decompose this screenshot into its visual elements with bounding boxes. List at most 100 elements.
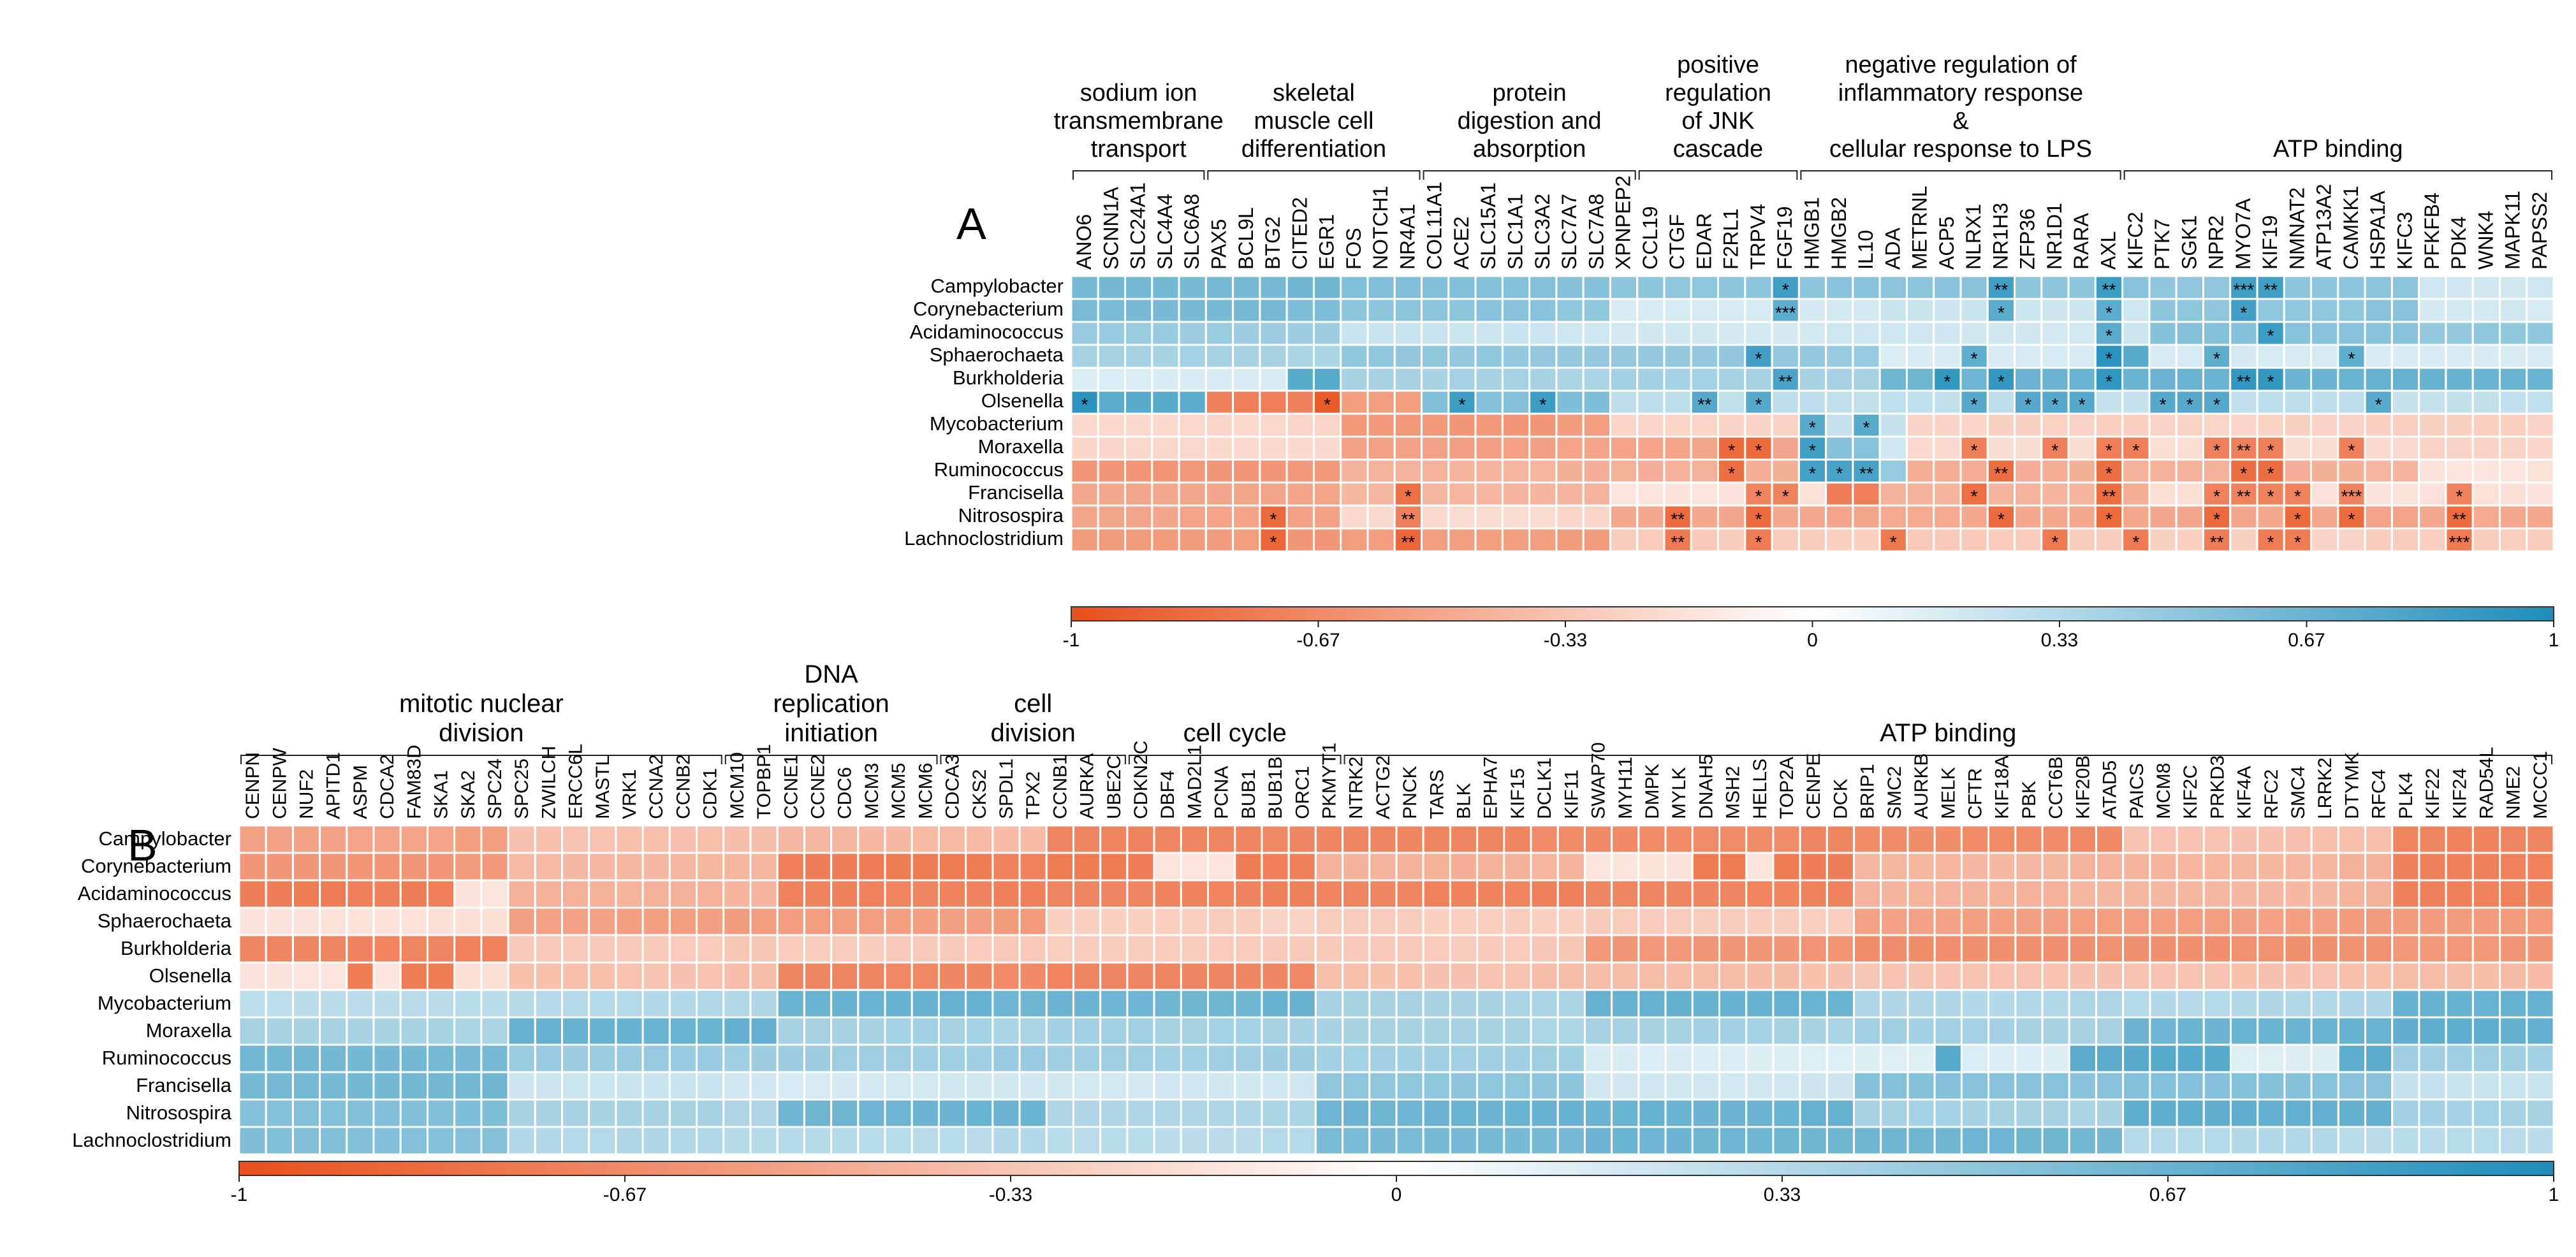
heatmap-cell xyxy=(1905,389,1935,415)
heatmap-cell xyxy=(480,989,509,1019)
heatmap-cell xyxy=(749,852,779,882)
heatmap-cell xyxy=(2256,481,2285,507)
significance-mark: * xyxy=(1324,395,1331,414)
group-label: division xyxy=(990,719,1075,747)
heatmap-cell xyxy=(1449,1016,1479,1046)
heatmap-cell xyxy=(1018,824,1048,854)
heatmap-cell xyxy=(2471,458,2501,484)
heatmap-cell xyxy=(937,906,967,936)
heatmap-cell xyxy=(1609,458,1639,484)
heatmap-cell xyxy=(2121,344,2151,369)
heatmap-cell xyxy=(1691,934,1721,964)
heatmap-cell xyxy=(2499,906,2528,936)
column-label: BRIP1 xyxy=(1857,764,1878,819)
column-label: AURKB xyxy=(1911,753,1932,819)
column-label: FGF19 xyxy=(1773,206,1796,270)
heatmap-cell xyxy=(1178,321,1207,346)
heatmap-cell xyxy=(2471,504,2501,530)
heatmap-cell xyxy=(1933,879,1963,909)
column-label: MYH11 xyxy=(1615,757,1636,819)
heatmap-cell xyxy=(803,852,833,882)
column-label: CCNA2 xyxy=(646,754,667,819)
heatmap-cell xyxy=(1906,824,1936,854)
heatmap-cell xyxy=(1421,298,1450,323)
heatmap-cell xyxy=(668,1126,698,1156)
heatmap-cell xyxy=(1421,458,1450,484)
heatmap-cell xyxy=(1124,344,1153,369)
heatmap-cell xyxy=(857,934,886,964)
heatmap-cell xyxy=(372,1098,402,1128)
heatmap-cell xyxy=(1503,1043,1532,1073)
significance-mark: * xyxy=(2267,326,2274,345)
heatmap-cell xyxy=(830,1071,860,1101)
heatmap-cell xyxy=(696,934,725,964)
heatmap-cell xyxy=(1906,1098,1936,1128)
heatmap-cell xyxy=(2122,879,2151,909)
heatmap-cell xyxy=(2202,1098,2232,1128)
heatmap-cell xyxy=(1637,961,1667,991)
heatmap-cell xyxy=(1771,367,1800,392)
row-label: Campylobacter xyxy=(99,827,231,850)
heatmap-cell xyxy=(1422,934,1451,964)
heatmap-cell xyxy=(2526,1071,2555,1101)
heatmap-cell xyxy=(1718,852,1748,882)
heatmap-cell xyxy=(1124,321,1153,346)
heatmap-cell xyxy=(1070,367,1099,392)
heatmap-cell xyxy=(2283,504,2313,530)
heatmap-cell xyxy=(1960,934,1990,964)
heatmap-cell xyxy=(1691,961,1721,991)
heatmap-cell xyxy=(1395,961,1424,991)
heatmap-cell xyxy=(399,852,428,882)
heatmap-cell xyxy=(2149,879,2178,909)
heatmap-cell xyxy=(1261,1071,1290,1101)
column-label: TOPBP1 xyxy=(754,744,775,819)
heatmap-cell xyxy=(453,1071,483,1101)
heatmap-cell xyxy=(2471,1016,2501,1046)
heatmap-cell xyxy=(534,1043,564,1073)
heatmap-cell xyxy=(1611,989,1640,1019)
heatmap-cell xyxy=(749,824,779,854)
heatmap-cell xyxy=(2445,989,2474,1019)
heatmap-cell xyxy=(2499,824,2528,854)
heatmap-cell xyxy=(1528,481,1558,507)
heatmap-cell xyxy=(1906,879,1936,909)
column-label: MAD2L1 xyxy=(1184,745,1205,819)
heatmap-cell xyxy=(1987,961,2017,991)
heatmap-cell xyxy=(507,1126,536,1156)
heatmap-cell xyxy=(534,961,564,991)
heatmap-cell xyxy=(1045,1126,1074,1156)
heatmap-cell xyxy=(2337,527,2366,553)
heatmap-cell xyxy=(1745,852,1775,882)
heatmap-cell xyxy=(399,906,428,936)
heatmap-cell xyxy=(2040,298,2070,323)
heatmap-cell xyxy=(1342,852,1371,882)
heatmap-cell xyxy=(2148,275,2177,300)
heatmap-cell xyxy=(803,906,833,936)
heatmap-cell xyxy=(1528,298,1558,323)
heatmap-cell xyxy=(1501,458,1531,484)
heatmap-cell xyxy=(2148,367,2177,392)
heatmap-cell xyxy=(1583,1126,1613,1156)
heatmap-cell xyxy=(1180,1016,1210,1046)
colorbar-tick-label: -0.33 xyxy=(989,1184,1032,1205)
heatmap-cell xyxy=(1717,527,1746,553)
heatmap-cell xyxy=(1530,1016,1559,1046)
heatmap-cell xyxy=(1744,321,1773,346)
heatmap-cell xyxy=(1097,298,1127,323)
heatmap-cell xyxy=(346,1043,375,1073)
heatmap-cell xyxy=(291,989,321,1019)
heatmap-cell xyxy=(2121,389,2151,415)
heatmap-cell xyxy=(1124,412,1153,438)
heatmap-cell xyxy=(1314,852,1344,882)
significance-mark: * xyxy=(2267,486,2274,506)
heatmap-cell xyxy=(1501,504,1531,530)
heatmap-cell xyxy=(911,1126,940,1156)
heatmap-cell xyxy=(2310,458,2339,484)
group-label: ATP binding xyxy=(2273,136,2403,163)
heatmap-cell xyxy=(1366,389,1396,415)
heatmap-cell xyxy=(1555,389,1584,415)
heatmap-cell xyxy=(2014,852,2044,882)
heatmap-cell xyxy=(1853,934,1882,964)
heatmap-cell xyxy=(1745,1016,1775,1046)
heatmap-cell xyxy=(1070,435,1099,461)
